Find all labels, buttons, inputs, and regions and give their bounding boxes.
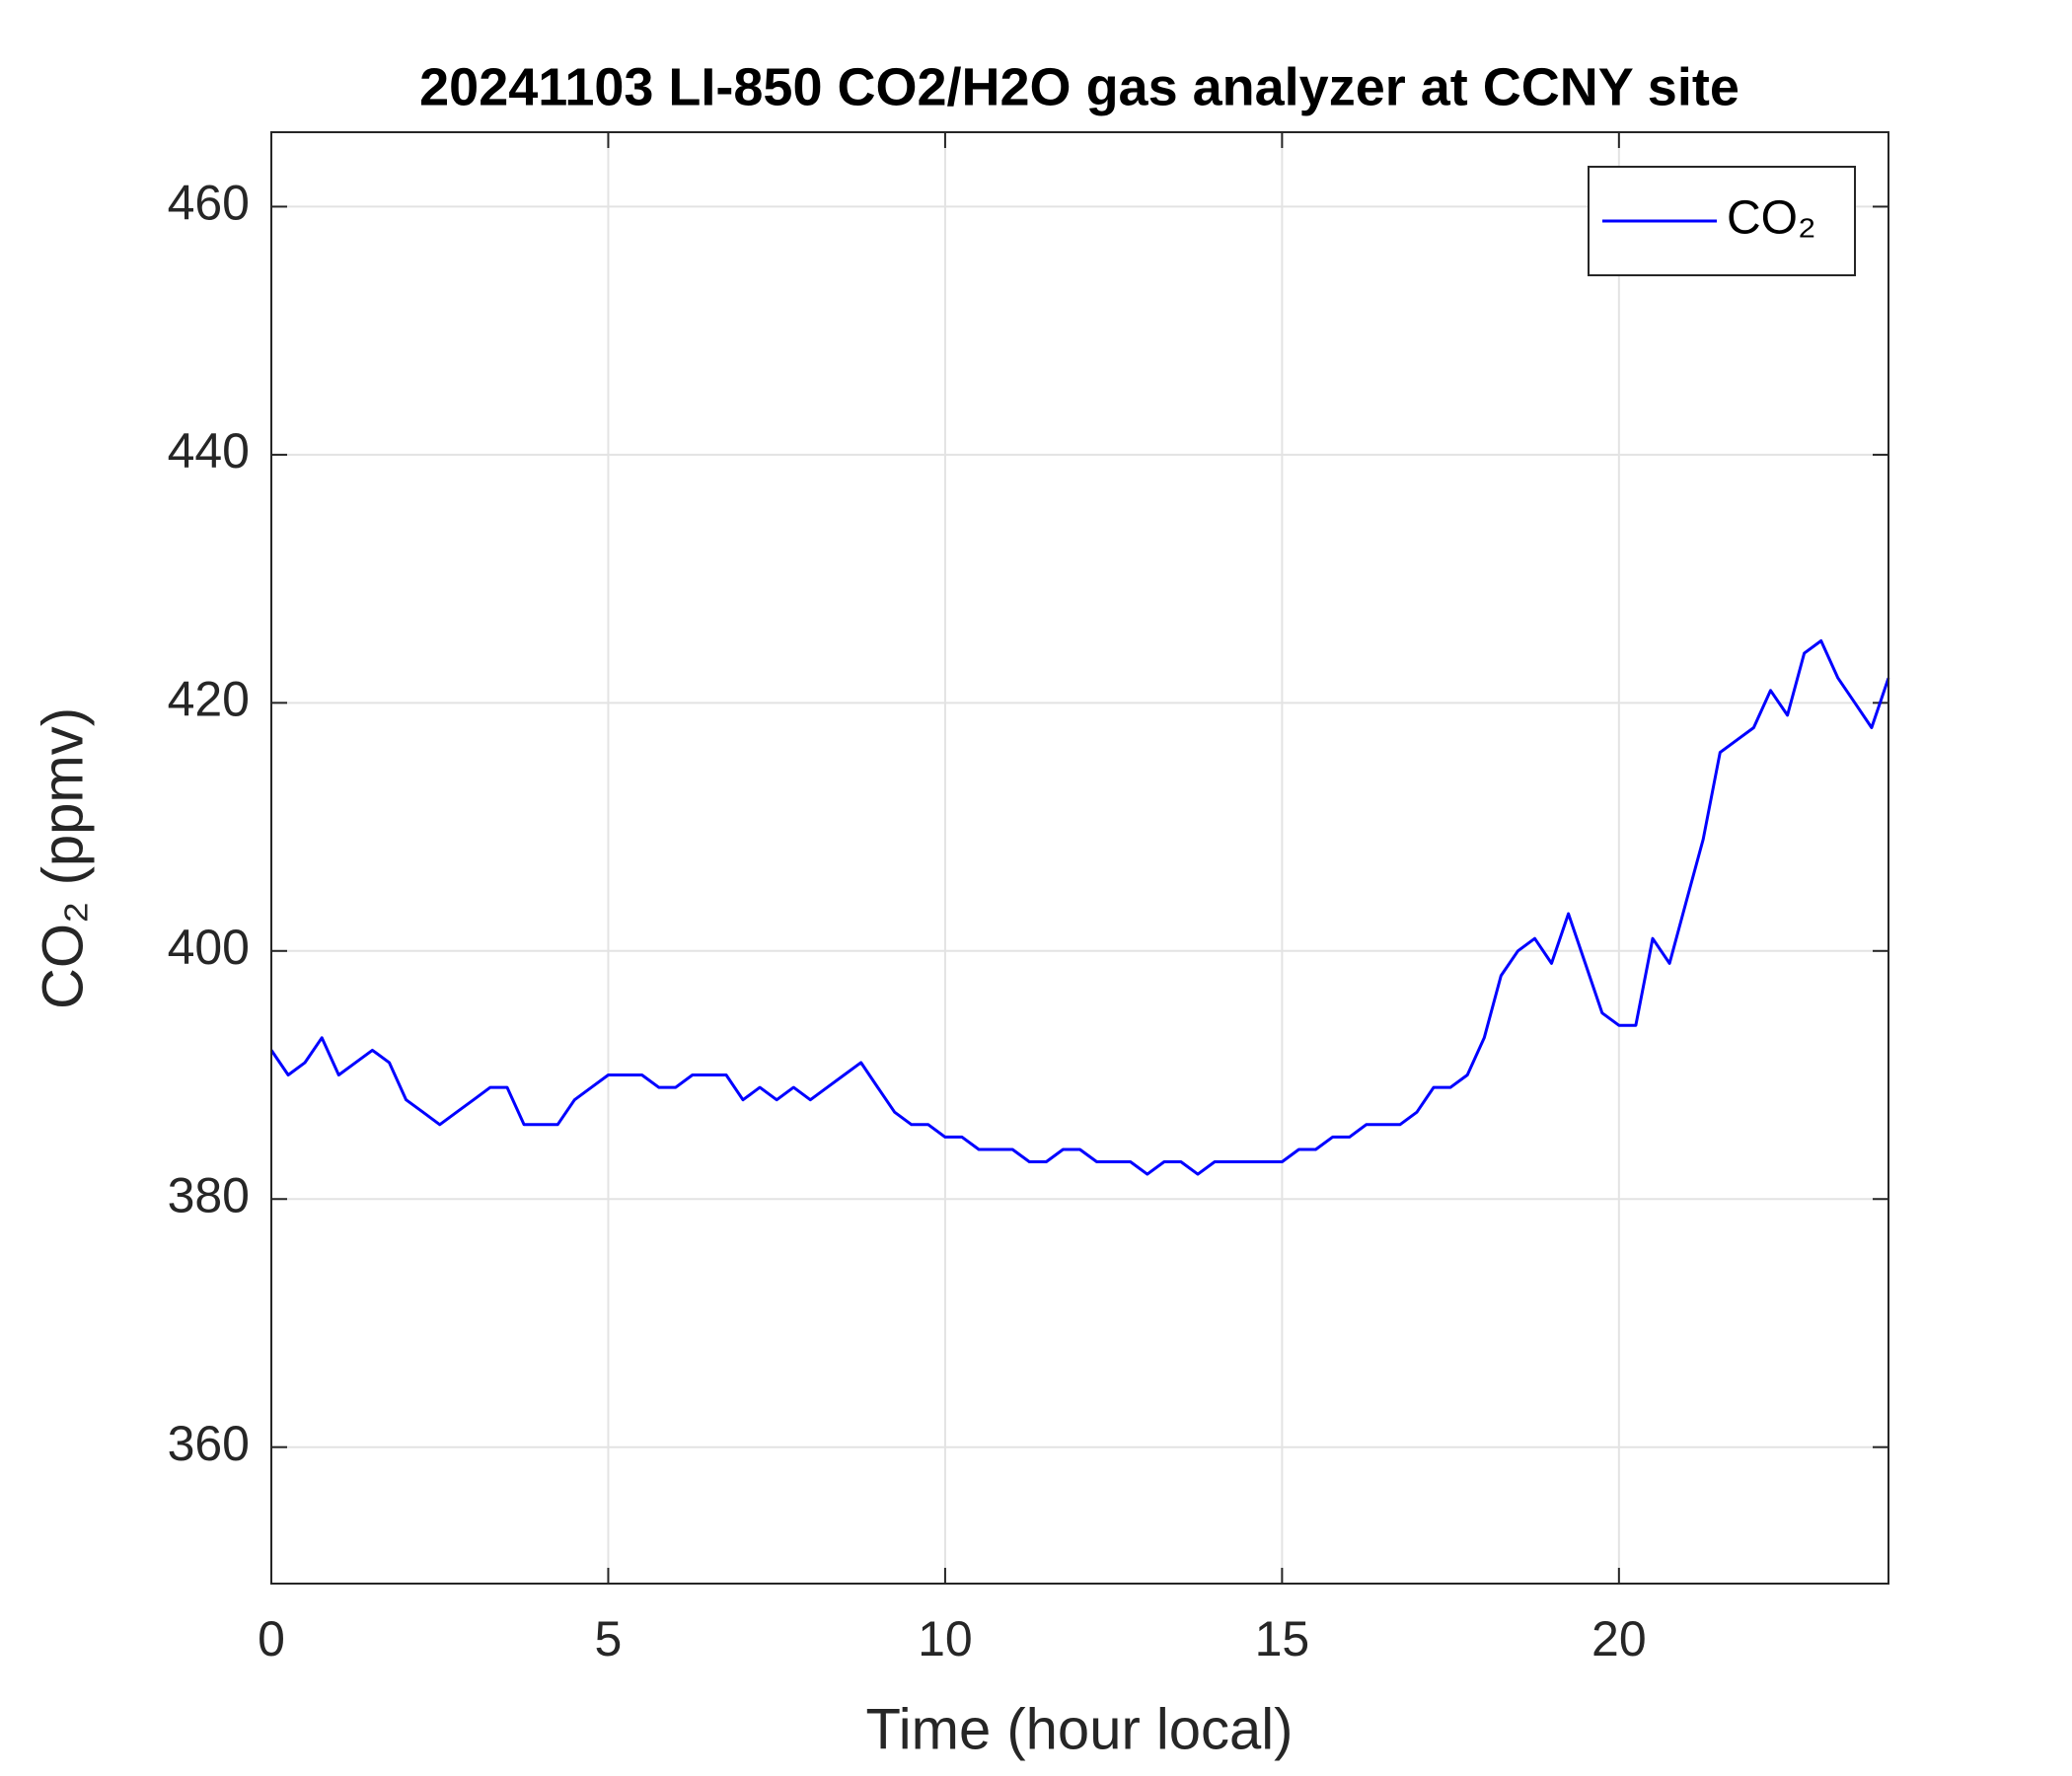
y-tick-label: 400 [168,920,250,975]
chart-title: 20241103 LI-850 CO2/H2O gas analyzer at … [419,57,1739,116]
plot-area [271,132,1888,1584]
y-tick-label: 380 [168,1167,250,1222]
y-tick-label: 360 [168,1416,250,1471]
x-tick-label: 15 [1255,1611,1310,1666]
y-tick-label: 460 [168,176,250,231]
y-axis-label: CO₂ (ppmv) [31,707,95,1009]
plot-frame [270,131,1889,1585]
x-axis-label: Time (hour local) [866,1697,1294,1761]
y-tick-label: 440 [168,423,250,479]
data-line [269,639,1890,1176]
x-tick-label: 0 [258,1611,285,1666]
legend-box [1588,166,1856,276]
legend-label: CO₂ [1727,192,1816,245]
y-tick-label: 420 [168,672,250,727]
x-tick-label: 20 [1591,1611,1647,1666]
x-tick-label: 5 [595,1611,623,1666]
x-tick-label: 10 [918,1611,973,1666]
